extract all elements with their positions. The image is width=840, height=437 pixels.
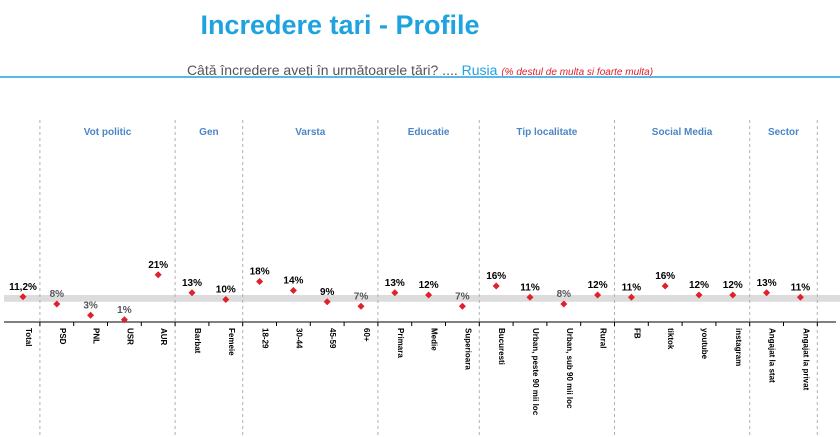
data-label: 7% bbox=[455, 291, 470, 302]
data-label: 11,2% bbox=[9, 282, 37, 293]
data-label: 13% bbox=[757, 278, 777, 289]
x-tick-label: Urban, peste 90 mii loc bbox=[531, 328, 540, 416]
x-tick-label: instagram bbox=[734, 328, 743, 366]
x-tick-label: PNL bbox=[92, 328, 101, 344]
x-tick-label: Primara bbox=[396, 328, 405, 358]
x-tick-label: Rural bbox=[599, 328, 608, 348]
x-tick-label: Medie bbox=[430, 328, 439, 351]
data-label: 1% bbox=[117, 305, 132, 316]
data-point bbox=[391, 289, 399, 297]
data-point bbox=[560, 300, 568, 308]
x-tick-label: AUR bbox=[159, 328, 168, 346]
x-tick-label: FB bbox=[632, 328, 641, 339]
data-label: 13% bbox=[385, 278, 405, 289]
reference-band bbox=[4, 295, 840, 302]
x-tick-label: youtube bbox=[700, 328, 709, 360]
x-tick-label: 18-29 bbox=[261, 328, 270, 349]
x-tick-label: Bucuresti bbox=[497, 328, 506, 365]
data-label: 12% bbox=[723, 280, 743, 291]
data-point bbox=[323, 298, 331, 306]
data-label: 12% bbox=[689, 280, 709, 291]
data-point bbox=[458, 302, 466, 310]
data-point bbox=[222, 296, 230, 303]
group-label: Educatie bbox=[408, 127, 450, 138]
x-tick-label: 60+ bbox=[362, 328, 371, 342]
data-label: 16% bbox=[655, 271, 675, 282]
data-label: 11% bbox=[791, 282, 811, 293]
data-point bbox=[594, 291, 602, 299]
group-label: Varsta bbox=[295, 127, 325, 138]
data-point bbox=[19, 293, 27, 301]
x-tick-label: Angajat la privat bbox=[801, 328, 810, 391]
x-tick-label: Femeie bbox=[227, 328, 236, 356]
x-tick-label: PSD bbox=[58, 328, 67, 345]
data-label: 21% bbox=[148, 260, 168, 271]
data-point bbox=[796, 293, 804, 301]
data-point bbox=[425, 291, 433, 299]
question-text: Câtă încredere aveți în următoarele țări… bbox=[186, 62, 462, 78]
data-label: 11% bbox=[520, 282, 540, 293]
x-tick-label: Superioara bbox=[463, 328, 472, 370]
data-point bbox=[492, 282, 500, 290]
data-label: 10% bbox=[216, 285, 236, 296]
country-name: Rusia bbox=[461, 62, 498, 78]
data-label: 11% bbox=[622, 282, 642, 293]
data-point bbox=[154, 271, 162, 279]
chart-title: Incredere tari - Profile bbox=[200, 10, 480, 40]
x-tick-label: Angajat la stat bbox=[768, 328, 777, 383]
x-tick-label: 30-44 bbox=[294, 328, 303, 349]
data-point bbox=[188, 289, 196, 297]
data-point bbox=[120, 316, 128, 324]
x-tick-label: Total bbox=[24, 328, 33, 347]
group-label: Sector bbox=[768, 127, 799, 138]
data-point bbox=[661, 282, 669, 290]
x-tick-label: Barbat bbox=[193, 328, 202, 354]
x-tick-label: 45-59 bbox=[328, 328, 337, 349]
chart-subtitle: Câtă încredere aveți în următoarele țări… bbox=[0, 62, 840, 78]
data-point bbox=[289, 287, 297, 294]
subtitle-note: (% destul de multa si foarte multa) bbox=[501, 67, 654, 78]
data-point bbox=[53, 300, 61, 308]
group-label: Gen bbox=[199, 127, 218, 138]
header-rule bbox=[0, 76, 840, 78]
data-label: 8% bbox=[50, 289, 65, 300]
data-point bbox=[357, 302, 365, 310]
data-label: 3% bbox=[83, 300, 98, 311]
data-point bbox=[729, 291, 737, 299]
data-point bbox=[695, 291, 703, 299]
x-tick-label: Urban, sub 90 mii loc bbox=[565, 328, 574, 409]
data-label: 7% bbox=[354, 291, 369, 302]
data-point bbox=[87, 311, 95, 319]
x-tick-label: USR bbox=[125, 328, 134, 345]
data-label: 16% bbox=[486, 271, 506, 282]
group-label: Social Media bbox=[652, 127, 713, 138]
data-label: 14% bbox=[283, 276, 303, 287]
data-point bbox=[627, 293, 635, 301]
data-point bbox=[526, 293, 534, 301]
data-label: 13% bbox=[182, 278, 202, 289]
data-point bbox=[763, 289, 771, 297]
data-label: 12% bbox=[588, 280, 608, 291]
data-label: 8% bbox=[557, 289, 572, 300]
group-label: Tip localitate bbox=[516, 127, 577, 138]
data-point bbox=[256, 278, 264, 285]
data-label: 18% bbox=[250, 267, 270, 278]
group-label: Vot politic bbox=[84, 127, 132, 138]
data-label: 12% bbox=[419, 280, 439, 291]
x-tick-label: tiktok bbox=[666, 328, 675, 350]
data-label: 9% bbox=[320, 287, 335, 298]
